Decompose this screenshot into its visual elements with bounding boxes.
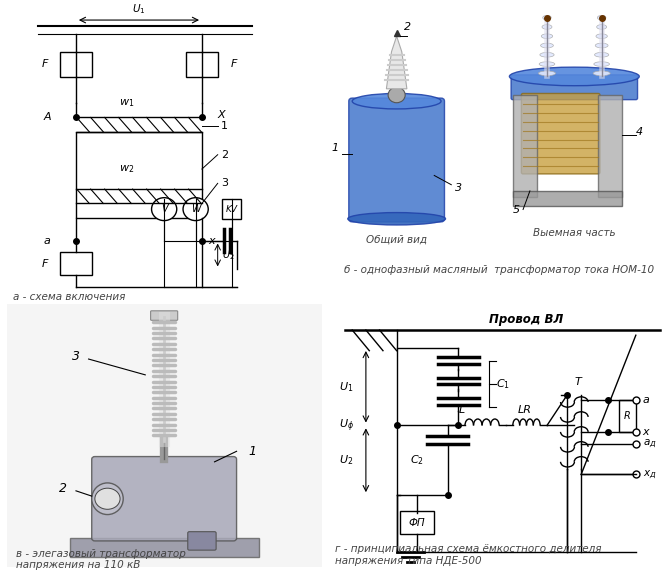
Text: W: W	[191, 204, 200, 214]
FancyBboxPatch shape	[151, 311, 178, 320]
Text: F: F	[230, 60, 237, 69]
Bar	[400, 511, 434, 534]
Text: A: A	[43, 112, 51, 123]
Ellipse shape	[92, 483, 123, 515]
Text: г - принципиальная схема ёмкостного делителя
напряжения типа НДЕ-500: г - принципиальная схема ёмкостного дели…	[335, 544, 602, 566]
Ellipse shape	[598, 15, 606, 20]
Bar	[619, 400, 636, 432]
Ellipse shape	[352, 93, 441, 109]
FancyBboxPatch shape	[92, 457, 237, 541]
Circle shape	[388, 87, 405, 103]
Text: 3: 3	[455, 183, 462, 193]
Text: F: F	[42, 258, 48, 269]
FancyBboxPatch shape	[349, 98, 444, 222]
Ellipse shape	[596, 34, 608, 38]
Text: V: V	[161, 204, 168, 214]
Ellipse shape	[595, 43, 608, 48]
Ellipse shape	[543, 15, 551, 20]
Text: Выемная часть: Выемная часть	[533, 228, 616, 238]
Text: 2: 2	[221, 150, 228, 160]
Text: 3: 3	[221, 178, 228, 189]
FancyBboxPatch shape	[513, 95, 537, 197]
Text: $U_2$: $U_2$	[222, 248, 235, 262]
Text: a: a	[44, 236, 51, 246]
Text: $U_\phi$: $U_\phi$	[338, 417, 354, 434]
Text: в - элегазовый трансформатор
напряжения на 110 кВ: в - элегазовый трансформатор напряжения …	[16, 549, 186, 570]
Text: $w_2$: $w_2$	[119, 163, 134, 175]
Text: 1: 1	[221, 121, 228, 131]
Circle shape	[95, 488, 120, 509]
FancyBboxPatch shape	[188, 532, 216, 550]
Text: $x_Д$: $x_Д$	[643, 469, 657, 480]
Text: $C_1$: $C_1$	[496, 377, 510, 391]
Text: Общий вид: Общий вид	[366, 234, 427, 244]
Text: L: L	[458, 405, 465, 415]
Text: $U_2$: $U_2$	[338, 453, 353, 467]
FancyBboxPatch shape	[521, 93, 600, 174]
Bar	[60, 52, 92, 77]
Text: LR: LR	[518, 405, 532, 415]
Text: Провод ВЛ: Провод ВЛ	[489, 313, 563, 326]
Ellipse shape	[348, 213, 446, 225]
FancyBboxPatch shape	[598, 95, 622, 197]
Text: KV: KV	[226, 205, 238, 214]
Ellipse shape	[597, 25, 606, 29]
Polygon shape	[387, 36, 407, 89]
Text: $a_Д$: $a_Д$	[643, 438, 657, 449]
Text: a: a	[643, 395, 649, 405]
Ellipse shape	[593, 71, 610, 76]
Text: 2: 2	[60, 482, 68, 494]
Ellipse shape	[540, 53, 554, 57]
Text: x: x	[208, 236, 215, 246]
Ellipse shape	[539, 71, 555, 76]
Text: R: R	[624, 411, 630, 421]
Text: $w_1$: $w_1$	[119, 97, 134, 109]
Text: а - схема включения
трансформатора напряжения: а - схема включения трансформатора напря…	[13, 292, 178, 314]
Text: 3: 3	[72, 350, 80, 363]
Text: $C_2$: $C_2$	[410, 453, 424, 467]
Circle shape	[183, 198, 208, 221]
Ellipse shape	[594, 62, 610, 66]
Bar	[60, 252, 92, 275]
Text: x: x	[643, 427, 649, 437]
Text: $U_1$: $U_1$	[338, 380, 353, 394]
Text: X: X	[218, 109, 225, 120]
FancyBboxPatch shape	[511, 75, 638, 100]
FancyBboxPatch shape	[513, 191, 622, 206]
Ellipse shape	[539, 62, 555, 66]
Text: б - однофазный масляный  трансформатор тока НОМ-10: б - однофазный масляный трансформатор то…	[344, 265, 654, 275]
Text: ФП: ФП	[409, 519, 425, 528]
Ellipse shape	[542, 25, 552, 29]
Text: T: T	[574, 377, 581, 387]
Ellipse shape	[594, 53, 609, 57]
Bar	[186, 52, 218, 77]
Text: 1: 1	[332, 143, 339, 152]
Text: 4: 4	[636, 127, 643, 137]
Bar	[76, 132, 202, 218]
Bar	[222, 199, 241, 219]
Ellipse shape	[541, 43, 553, 48]
Text: $U_1$: $U_1$	[132, 2, 146, 16]
FancyBboxPatch shape	[70, 538, 259, 557]
Text: 1: 1	[249, 445, 257, 458]
Ellipse shape	[541, 34, 553, 38]
Circle shape	[151, 198, 177, 221]
Ellipse shape	[509, 67, 639, 86]
Text: 5: 5	[513, 205, 520, 214]
Text: 2: 2	[403, 22, 411, 32]
Text: F: F	[42, 60, 48, 69]
